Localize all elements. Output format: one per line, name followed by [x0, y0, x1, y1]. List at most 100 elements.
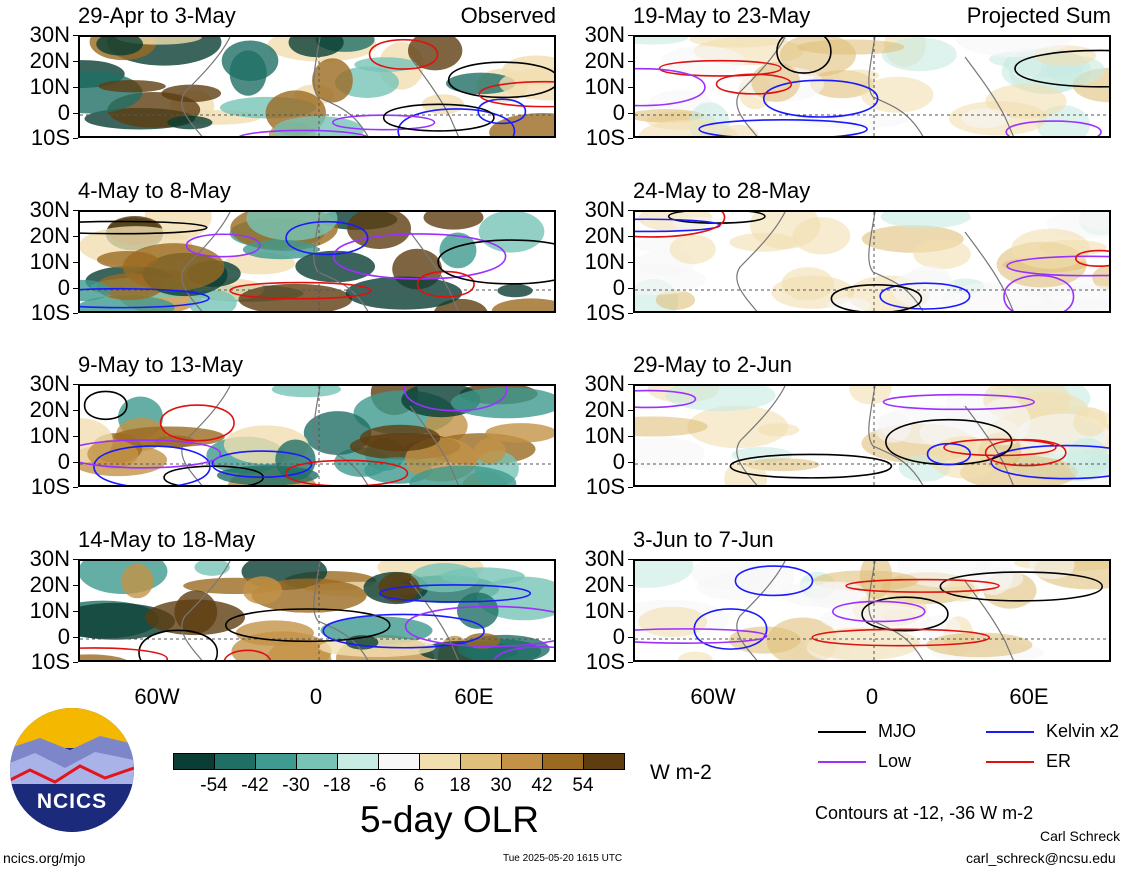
lat-tick	[628, 87, 633, 88]
lat-tick	[73, 637, 78, 638]
olr-anomaly-blob	[122, 243, 225, 291]
lat-label-10S: 10S	[30, 649, 70, 674]
er-contour	[984, 438, 1067, 467]
lat-label-10S: 10S	[30, 125, 70, 150]
olr-anomaly-blob	[238, 283, 353, 311]
olr-anomaly-blob	[485, 423, 554, 443]
panel-title-right-2: 29-May to 2-Jun	[633, 352, 792, 377]
lat-label-10S: 10S	[585, 125, 625, 150]
lat-label-10S: 10S	[585, 649, 625, 674]
low-contour	[332, 233, 507, 280]
panel-title-right-3: 3-Jun to 7-Jun	[633, 527, 774, 552]
olr-map-right-1	[633, 210, 1111, 313]
panel-tag-right: Projected Sum	[966, 3, 1111, 28]
lat-tick	[73, 87, 78, 88]
lat-label-10N: 10N	[29, 423, 70, 448]
olr-anomaly-blob	[1073, 407, 1107, 437]
kelvin-legend-line	[986, 731, 1034, 733]
mjo-contour	[83, 390, 128, 420]
er-contour	[1074, 249, 1109, 267]
olr-anomaly-blob	[235, 620, 314, 646]
lat-label-0: 0	[612, 275, 625, 300]
lat-tick	[628, 436, 633, 437]
er-contour	[284, 459, 409, 485]
colorbar-cell	[214, 753, 256, 770]
olr-anomaly-blob	[1079, 212, 1109, 231]
lat-label-20N: 20N	[584, 48, 625, 73]
colorbar-label: 42	[531, 775, 553, 796]
lat-tick	[628, 262, 633, 263]
colorbar-label: 54	[572, 775, 594, 796]
olr-anomaly-blob	[465, 633, 501, 649]
olr-anomaly-blob	[961, 108, 1010, 128]
olr-anomaly-blob	[242, 576, 283, 605]
colorbar-label: -18	[323, 775, 351, 796]
footer-timestamp: Tue 2025-05-20 1615 UTC	[503, 853, 623, 864]
mjo-contour	[1014, 49, 1109, 88]
olr-anomaly-blob	[929, 436, 1000, 479]
er-contour	[635, 212, 726, 238]
mjo-contour	[224, 608, 391, 643]
coastline	[181, 37, 459, 136]
lat-tick	[73, 138, 78, 139]
mjo-contour	[667, 212, 766, 224]
olr-map-left-0	[78, 35, 556, 138]
low-contour	[831, 600, 926, 623]
panel-title-left-1: 4-May to 8-May	[78, 178, 231, 203]
kelvin-contour	[379, 584, 532, 603]
colorbar-cell	[255, 753, 297, 770]
lat-tick	[628, 462, 633, 463]
lat-tick	[628, 585, 633, 586]
olr-anomaly-blob	[167, 115, 213, 130]
olr-anomaly-blob	[745, 458, 820, 472]
olr-anomaly-blob	[635, 436, 705, 470]
footer-email: carl_schreck@ncsu.edu	[966, 850, 1116, 866]
lat-tick	[628, 138, 633, 139]
low-contour	[404, 605, 554, 648]
olr-anomaly-blob	[921, 615, 961, 641]
low-contour	[1003, 274, 1075, 311]
lat-label-10N: 10N	[29, 74, 70, 99]
lat-tick	[73, 262, 78, 263]
olr-anomaly-blob	[188, 289, 237, 311]
olr-map-left-1	[78, 210, 556, 313]
colorbar-label: -6	[369, 775, 387, 796]
lat-label-10S: 10S	[585, 474, 625, 499]
mjo-contour	[729, 453, 893, 479]
colorbar-cell	[460, 753, 502, 770]
kelvin-contour	[285, 220, 369, 256]
kelvin-contour	[211, 450, 313, 478]
colorbar-label: 18	[449, 775, 471, 796]
mjo-contour	[861, 596, 949, 632]
lat-tick	[628, 410, 633, 411]
lon-label-60E: 60E	[454, 684, 494, 709]
mjo-contour	[830, 284, 923, 311]
er-contour	[229, 281, 372, 300]
mjo-contour	[382, 103, 495, 132]
low-contour	[239, 129, 368, 136]
low-contour	[331, 114, 436, 131]
lat-label-20N: 20N	[584, 223, 625, 248]
olr-anomaly-blob	[804, 627, 920, 660]
lat-label-10N: 10N	[584, 423, 625, 448]
kelvin-contour	[879, 282, 971, 310]
olr-anomaly-blob	[345, 276, 463, 310]
olr-anomaly-blob	[441, 567, 525, 586]
olr-map-right-2	[633, 384, 1111, 487]
colorbar-label: 30	[490, 775, 512, 796]
olr-anomaly-blob	[271, 386, 341, 398]
lat-tick	[73, 313, 78, 314]
er-contour	[715, 73, 793, 95]
olr-anomaly-blob	[913, 239, 971, 270]
olr-anomaly-blob	[861, 76, 934, 113]
lat-tick	[73, 288, 78, 289]
colorbar-label: -30	[282, 775, 310, 796]
lat-label-0: 0	[57, 449, 70, 474]
kelvin-contour	[762, 79, 879, 118]
contour-note: Contours at -12, -36 W m-2	[815, 803, 1034, 823]
lat-tick	[73, 436, 78, 437]
lat-label-10S: 10S	[30, 300, 70, 325]
lat-label-30N: 30N	[584, 371, 625, 396]
olr-anomaly-blob	[246, 212, 338, 241]
lat-label-30N: 30N	[584, 22, 625, 47]
